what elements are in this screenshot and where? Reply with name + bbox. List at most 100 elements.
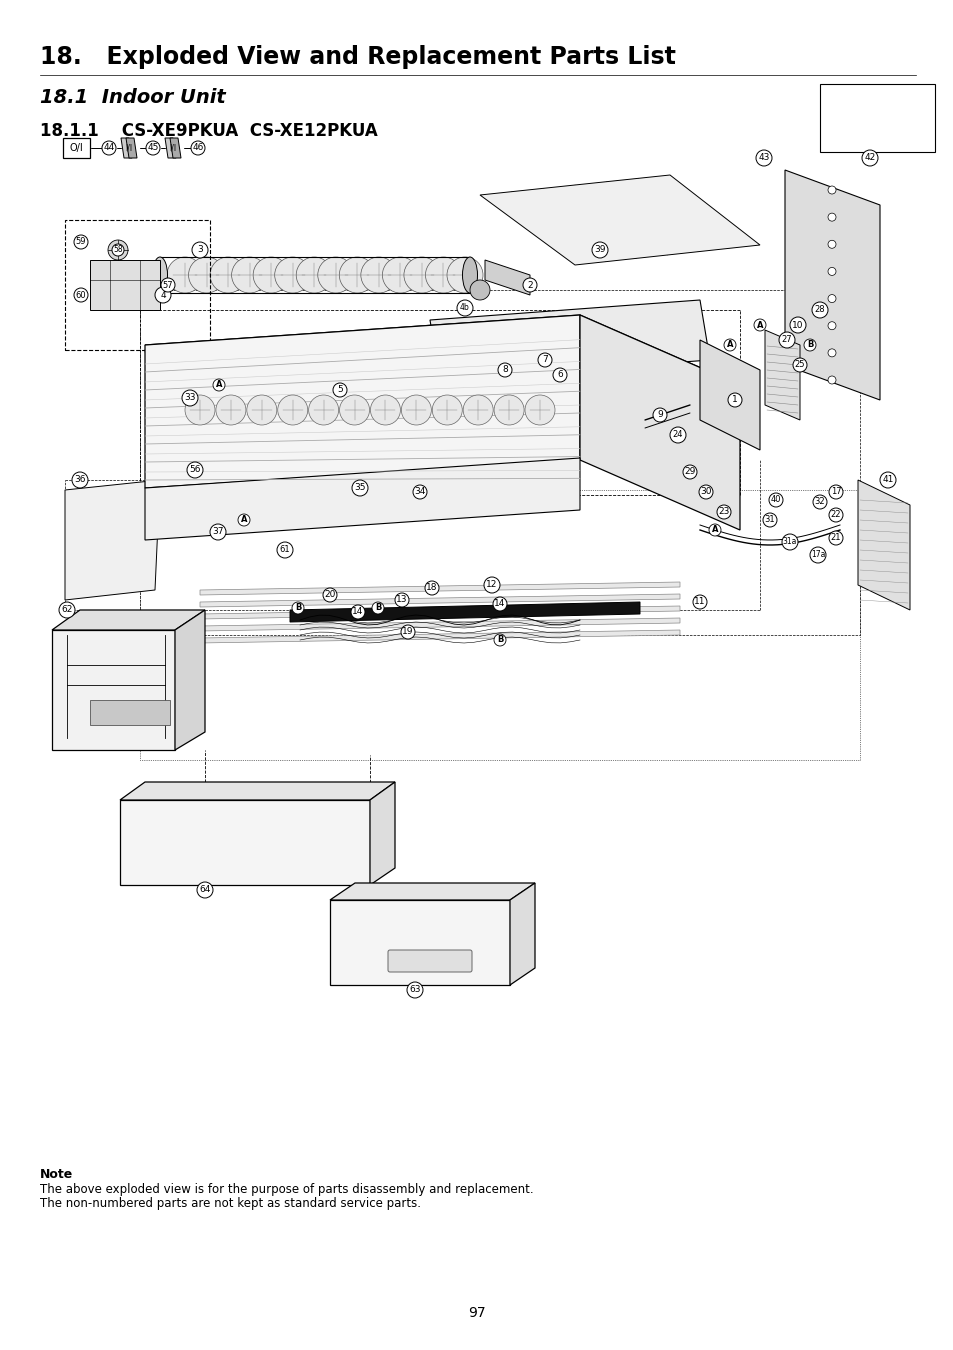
Text: XTN4+14AFJ: XTN4+14AFJ [848,134,904,142]
Circle shape [296,256,332,293]
Text: 19: 19 [402,628,414,636]
Circle shape [309,396,338,425]
Text: 8: 8 [501,366,507,374]
Polygon shape [145,458,579,540]
Circle shape [74,235,88,248]
Text: 40: 40 [770,495,781,505]
Polygon shape [857,481,909,610]
Text: 56: 56 [189,466,200,474]
Circle shape [161,278,174,292]
Circle shape [339,396,369,425]
Text: A: A [756,320,762,329]
Text: 32: 32 [814,498,824,506]
Polygon shape [200,630,679,643]
Polygon shape [165,138,175,158]
Circle shape [524,396,555,425]
Circle shape [493,597,506,612]
Text: 31a: 31a [782,537,797,547]
Text: 5: 5 [336,386,342,394]
Text: 17: 17 [830,487,841,497]
Text: 45: 45 [147,143,158,153]
Text: 64: 64 [199,886,211,895]
Text: 27: 27 [781,336,792,344]
Circle shape [827,267,835,275]
Circle shape [237,514,250,526]
Circle shape [146,140,160,155]
Text: 3: 3 [197,246,203,255]
Polygon shape [121,138,132,158]
Text: A: A [726,340,733,350]
Circle shape [215,396,246,425]
Circle shape [803,339,815,351]
Circle shape [317,256,354,293]
Polygon shape [330,900,510,986]
Text: 9: 9 [657,410,662,420]
Circle shape [781,535,797,549]
Circle shape [669,427,685,443]
Circle shape [827,377,835,383]
Polygon shape [126,138,137,158]
Circle shape [323,589,336,602]
Circle shape [652,408,666,423]
Circle shape [682,464,697,479]
Text: 46: 46 [193,143,204,153]
Text: 12: 12 [486,580,497,590]
Text: 2: 2 [527,281,533,289]
Circle shape [401,396,431,425]
Polygon shape [430,300,709,379]
Text: 33: 33 [184,393,195,402]
Circle shape [494,396,523,425]
Circle shape [827,186,835,194]
Circle shape [189,256,224,293]
FancyBboxPatch shape [820,84,934,153]
Circle shape [352,481,368,495]
Text: 34: 34 [414,487,425,497]
Circle shape [723,339,735,351]
Circle shape [447,256,482,293]
Ellipse shape [152,256,168,293]
Polygon shape [120,801,370,886]
Text: 43: 43 [758,154,769,162]
Circle shape [403,256,439,293]
Text: The above exploded view is for the purpose of parts disassembly and replacement.: The above exploded view is for the purpo… [40,1183,533,1196]
Text: 25: 25 [794,360,804,370]
Circle shape [717,505,730,518]
Circle shape [827,294,835,302]
Circle shape [277,396,308,425]
Circle shape [768,493,782,508]
Polygon shape [52,610,205,630]
Text: 20: 20 [324,590,335,599]
Text: 6: 6 [557,370,562,379]
Text: 4: 4 [160,290,166,300]
Text: B: B [294,603,301,613]
Circle shape [811,302,827,319]
Polygon shape [200,594,679,608]
Circle shape [879,472,895,487]
Text: 35: 35 [354,483,365,493]
Circle shape [827,213,835,221]
Circle shape [727,393,741,406]
Ellipse shape [462,256,477,293]
Circle shape [708,524,720,536]
Circle shape [102,140,116,155]
Circle shape [862,150,877,166]
Text: A: A [711,525,718,535]
Polygon shape [145,325,530,408]
Polygon shape [145,315,579,487]
Circle shape [108,240,128,261]
Text: 21: 21 [830,533,841,543]
Circle shape [213,379,225,391]
Circle shape [456,300,473,316]
Polygon shape [479,176,760,265]
Circle shape [210,256,246,293]
Polygon shape [200,582,679,595]
Circle shape [789,317,805,333]
Text: 28: 28 [814,305,824,315]
Circle shape [432,396,462,425]
Text: 11: 11 [694,598,705,606]
Text: 18.1  Indoor Unit: 18.1 Indoor Unit [40,88,226,107]
Circle shape [276,541,293,558]
Polygon shape [145,315,740,414]
Text: B: B [375,603,381,613]
Circle shape [395,593,409,608]
